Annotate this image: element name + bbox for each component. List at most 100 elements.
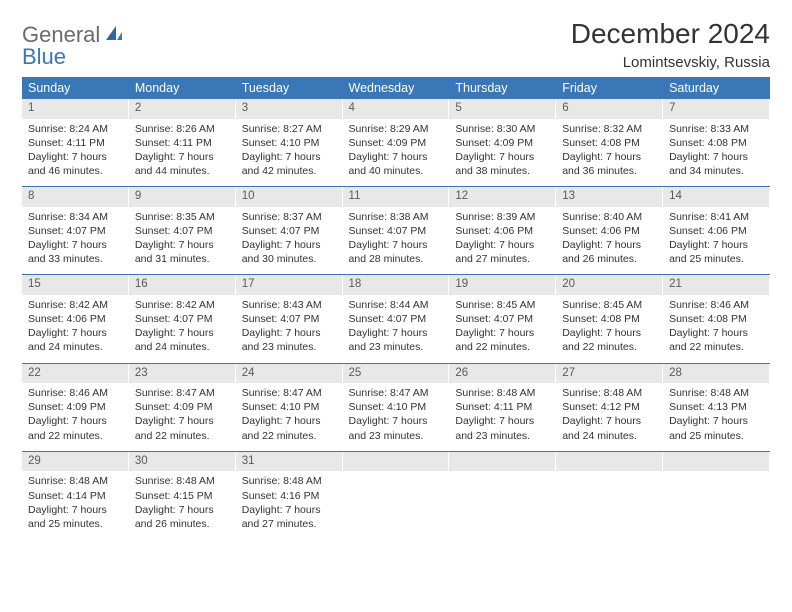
day-number-row: 22232425262728: [22, 364, 770, 384]
day-number: 18: [343, 275, 450, 295]
day-details: Sunrise: 8:32 AMSunset: 4:08 PMDaylight:…: [556, 119, 663, 187]
day-details: Sunrise: 8:47 AMSunset: 4:10 PMDaylight:…: [236, 383, 343, 451]
day-cell: Sunrise: 8:48 AMSunset: 4:16 PMDaylight:…: [236, 471, 343, 539]
day-number: 14: [663, 187, 770, 207]
day-cell: Sunrise: 8:48 AMSunset: 4:12 PMDaylight:…: [556, 383, 663, 451]
day-cell: Sunrise: 8:37 AMSunset: 4:07 PMDaylight:…: [236, 207, 343, 275]
day-details: Sunrise: 8:47 AMSunset: 4:09 PMDaylight:…: [129, 383, 236, 451]
day-content-row: Sunrise: 8:48 AMSunset: 4:14 PMDaylight:…: [22, 471, 770, 539]
day-details: Sunrise: 8:42 AMSunset: 4:06 PMDaylight:…: [22, 295, 129, 363]
day-details: Sunrise: 8:37 AMSunset: 4:07 PMDaylight:…: [236, 207, 343, 275]
month-title: December 2024: [571, 18, 770, 50]
day-details: Sunrise: 8:48 AMSunset: 4:15 PMDaylight:…: [129, 471, 236, 539]
day-number-row: 15161718192021: [22, 275, 770, 295]
day-details: Sunrise: 8:45 AMSunset: 4:07 PMDaylight:…: [449, 295, 556, 363]
day-details: Sunrise: 8:48 AMSunset: 4:14 PMDaylight:…: [22, 471, 129, 539]
day-number: 4: [343, 99, 450, 119]
day-details: Sunrise: 8:39 AMSunset: 4:06 PMDaylight:…: [449, 207, 556, 275]
day-cell: Sunrise: 8:48 AMSunset: 4:14 PMDaylight:…: [22, 471, 129, 539]
day-cell: Sunrise: 8:48 AMSunset: 4:11 PMDaylight:…: [449, 383, 556, 451]
dow-sat: Saturday: [663, 77, 770, 99]
day-number: 20: [556, 275, 663, 295]
dow-tue: Tuesday: [236, 77, 343, 99]
day-cell: Sunrise: 8:45 AMSunset: 4:08 PMDaylight:…: [556, 295, 663, 363]
day-details: Sunrise: 8:26 AMSunset: 4:11 PMDaylight:…: [129, 119, 236, 187]
day-number: 19: [449, 275, 556, 295]
day-number: 15: [22, 275, 129, 295]
day-details: Sunrise: 8:43 AMSunset: 4:07 PMDaylight:…: [236, 295, 343, 363]
day-content-row: Sunrise: 8:34 AMSunset: 4:07 PMDaylight:…: [22, 207, 770, 275]
day-details: Sunrise: 8:40 AMSunset: 4:06 PMDaylight:…: [556, 207, 663, 275]
day-cell: Sunrise: 8:47 AMSunset: 4:10 PMDaylight:…: [236, 383, 343, 451]
day-cell: Sunrise: 8:47 AMSunset: 4:09 PMDaylight:…: [129, 383, 236, 451]
dow-wed: Wednesday: [343, 77, 450, 99]
day-details: Sunrise: 8:48 AMSunset: 4:12 PMDaylight:…: [556, 383, 663, 451]
day-of-week-header: Sunday Monday Tuesday Wednesday Thursday…: [22, 77, 770, 99]
day-cell: Sunrise: 8:35 AMSunset: 4:07 PMDaylight:…: [129, 207, 236, 275]
day-number: [556, 452, 663, 472]
day-details: Sunrise: 8:34 AMSunset: 4:07 PMDaylight:…: [22, 207, 129, 275]
day-number: 21: [663, 275, 770, 295]
day-content-row: Sunrise: 8:42 AMSunset: 4:06 PMDaylight:…: [22, 295, 770, 363]
day-details: Sunrise: 8:35 AMSunset: 4:07 PMDaylight:…: [129, 207, 236, 275]
day-content-row: Sunrise: 8:24 AMSunset: 4:11 PMDaylight:…: [22, 119, 770, 187]
day-number: 30: [129, 452, 236, 472]
day-cell: Sunrise: 8:45 AMSunset: 4:07 PMDaylight:…: [449, 295, 556, 363]
title-block: December 2024 Lomintsevskiy, Russia: [571, 18, 770, 71]
day-content-row: Sunrise: 8:46 AMSunset: 4:09 PMDaylight:…: [22, 383, 770, 451]
day-number-row: 891011121314: [22, 187, 770, 207]
day-details: Sunrise: 8:48 AMSunset: 4:11 PMDaylight:…: [449, 383, 556, 451]
day-cell: [663, 471, 770, 539]
day-cell: Sunrise: 8:34 AMSunset: 4:07 PMDaylight:…: [22, 207, 129, 275]
day-number: 26: [449, 364, 556, 384]
day-number: 10: [236, 187, 343, 207]
day-number: 25: [343, 364, 450, 384]
brand-word-2: Blue: [22, 46, 66, 68]
day-number: 13: [556, 187, 663, 207]
day-cell: [556, 471, 663, 539]
day-cell: Sunrise: 8:38 AMSunset: 4:07 PMDaylight:…: [343, 207, 450, 275]
brand-logo: General Blue: [22, 18, 124, 68]
day-details: Sunrise: 8:46 AMSunset: 4:08 PMDaylight:…: [663, 295, 770, 363]
day-number-row: 1234567: [22, 99, 770, 119]
day-cell: Sunrise: 8:48 AMSunset: 4:13 PMDaylight:…: [663, 383, 770, 451]
day-number: [449, 452, 556, 472]
day-cell: Sunrise: 8:44 AMSunset: 4:07 PMDaylight:…: [343, 295, 450, 363]
day-cell: Sunrise: 8:27 AMSunset: 4:10 PMDaylight:…: [236, 119, 343, 187]
day-cell: Sunrise: 8:30 AMSunset: 4:09 PMDaylight:…: [449, 119, 556, 187]
day-cell: [343, 471, 450, 539]
day-number: 27: [556, 364, 663, 384]
day-number: 29: [22, 452, 129, 472]
day-number-row: 293031: [22, 452, 770, 472]
day-cell: Sunrise: 8:43 AMSunset: 4:07 PMDaylight:…: [236, 295, 343, 363]
day-details: Sunrise: 8:48 AMSunset: 4:13 PMDaylight:…: [663, 383, 770, 451]
brand-word-1: General: [22, 24, 100, 46]
day-number: 12: [449, 187, 556, 207]
day-details: Sunrise: 8:42 AMSunset: 4:07 PMDaylight:…: [129, 295, 236, 363]
calendar-table: Sunday Monday Tuesday Wednesday Thursday…: [22, 77, 770, 539]
day-cell: Sunrise: 8:42 AMSunset: 4:07 PMDaylight:…: [129, 295, 236, 363]
day-details: Sunrise: 8:27 AMSunset: 4:10 PMDaylight:…: [236, 119, 343, 187]
day-details: Sunrise: 8:38 AMSunset: 4:07 PMDaylight:…: [343, 207, 450, 275]
dow-mon: Monday: [129, 77, 236, 99]
day-number: 22: [22, 364, 129, 384]
day-number: 7: [663, 99, 770, 119]
day-details: Sunrise: 8:29 AMSunset: 4:09 PMDaylight:…: [343, 119, 450, 187]
day-number: 1: [22, 99, 129, 119]
header: General Blue December 2024 Lomintsevskiy…: [22, 18, 770, 71]
day-cell: Sunrise: 8:47 AMSunset: 4:10 PMDaylight:…: [343, 383, 450, 451]
day-number: 5: [449, 99, 556, 119]
day-details: Sunrise: 8:46 AMSunset: 4:09 PMDaylight:…: [22, 383, 129, 451]
day-cell: Sunrise: 8:48 AMSunset: 4:15 PMDaylight:…: [129, 471, 236, 539]
day-cell: Sunrise: 8:26 AMSunset: 4:11 PMDaylight:…: [129, 119, 236, 187]
day-details: Sunrise: 8:45 AMSunset: 4:08 PMDaylight:…: [556, 295, 663, 363]
sail-icon: [104, 24, 124, 45]
day-details: Sunrise: 8:44 AMSunset: 4:07 PMDaylight:…: [343, 295, 450, 363]
day-number: 3: [236, 99, 343, 119]
day-number: 24: [236, 364, 343, 384]
day-number: 2: [129, 99, 236, 119]
day-number: 31: [236, 452, 343, 472]
day-number: 6: [556, 99, 663, 119]
day-number: 23: [129, 364, 236, 384]
day-number: 17: [236, 275, 343, 295]
